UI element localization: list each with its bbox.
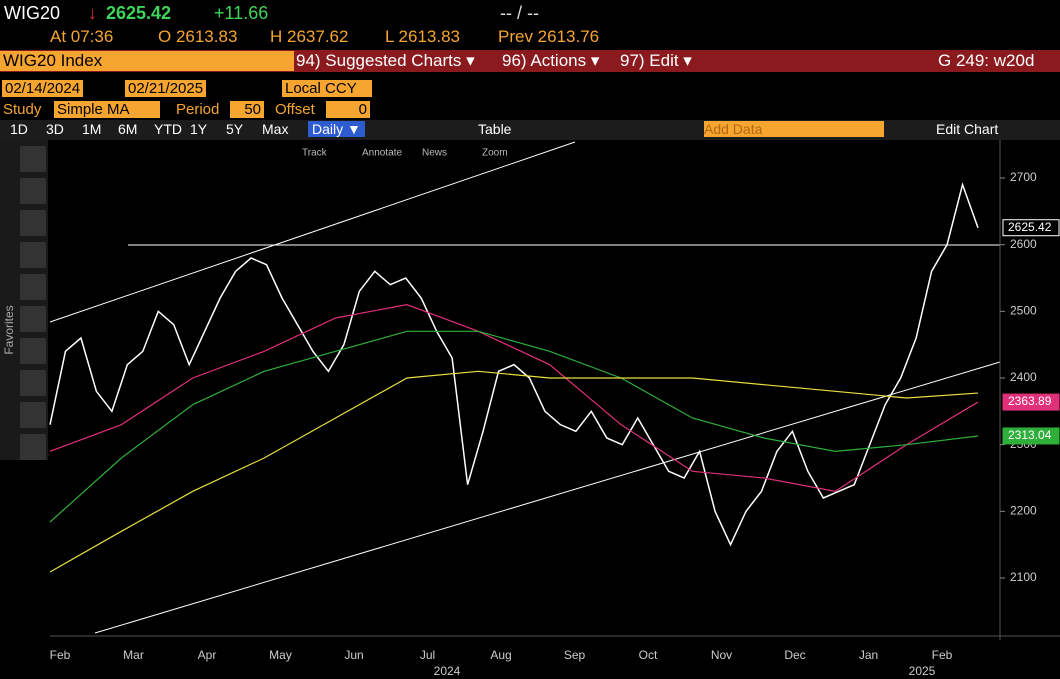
year-label: 2024 [434, 664, 461, 678]
ticker: WIG20 [4, 3, 61, 23]
moving-average [49, 304, 979, 492]
text-tool[interactable] [20, 242, 46, 268]
chart-tool[interactable]: Track [302, 148, 328, 159]
low: L 2613.83 [385, 27, 460, 46]
x-tick-label: Sep [564, 648, 586, 662]
open: O 2613.83 [158, 27, 238, 46]
last: 2625.42 [106, 3, 172, 23]
security[interactable]: WIG20 Index [0, 51, 294, 71]
study[interactable]: Simple MA [54, 101, 160, 118]
fib-tool[interactable] [20, 274, 46, 300]
pointer-tool[interactable] [20, 146, 46, 172]
price-line [49, 182, 979, 547]
chart: Favorites Track Annotate News Zoom 2100 2200 2… [0, 140, 1060, 678]
range-button[interactable]: 1M [82, 121, 102, 137]
x-tick-label: Aug [490, 648, 511, 662]
offset-label: Offset [275, 101, 315, 118]
bid-ask: -- / -- [500, 3, 539, 23]
area-tool[interactable] [20, 434, 46, 460]
y-tick-label: 2600 [1010, 237, 1037, 251]
end-date[interactable]: 02/21/2025 [125, 80, 207, 97]
y-tick-label: 2500 [1010, 304, 1037, 318]
arrow: ↓ [88, 3, 97, 23]
x-tick-label: Oct [639, 648, 658, 662]
add-data[interactable]: Add Data [704, 121, 884, 137]
table[interactable]: Table [478, 121, 512, 137]
moving-average [49, 330, 979, 523]
range-button[interactable]: 3D [46, 121, 64, 137]
suggested[interactable]: 94) Suggested Charts ▾ [296, 51, 475, 70]
period-label: Period [176, 101, 220, 118]
range-button[interactable]: YTD [154, 121, 182, 137]
x-tick-label: May [269, 648, 292, 662]
frequency[interactable]: Daily ▼ [308, 121, 365, 137]
rect-tool[interactable] [20, 306, 46, 332]
start-date[interactable]: 02/14/2024 [2, 80, 84, 97]
high: H 2637.62 [270, 27, 349, 46]
currency[interactable]: Local CCY [282, 80, 372, 97]
price-tag [1002, 219, 1060, 237]
study-label: Study [3, 101, 42, 118]
actions[interactable]: 96) Actions ▾ [502, 51, 600, 70]
x-tick-label: Feb [50, 648, 71, 662]
range-button[interactable]: Max [262, 121, 289, 137]
ray-tool[interactable] [20, 402, 46, 428]
x-tick-label: Nov [711, 648, 732, 662]
price-tag-label: 2625.42 [1008, 220, 1052, 234]
favorites: Favorites [2, 305, 16, 354]
lower-channel [94, 361, 1001, 634]
edit-chart[interactable]: Edit Chart [936, 121, 999, 137]
page-code: G 249: w20d [938, 51, 1035, 70]
y-tick-label: 2100 [1010, 570, 1037, 584]
year-label: 2025 [909, 664, 936, 678]
upper-channel [49, 141, 576, 323]
chart-tool[interactable]: Zoom [482, 148, 508, 159]
range-button[interactable]: 1D [10, 121, 28, 137]
channel-tool[interactable] [20, 370, 46, 396]
toolbar: Daily ▼ Table Add Data Edit Chart 1D 3D 1M… [0, 120, 1060, 140]
x-tick-label: Jun [344, 648, 363, 662]
y-tick-label: 2400 [1010, 370, 1037, 384]
offset[interactable]: 0 [326, 101, 370, 118]
chart-tool[interactable]: Annotate [362, 148, 402, 159]
price-tag [1002, 393, 1060, 411]
prev: Prev 2613.76 [498, 27, 600, 46]
change: +11.66 [214, 3, 269, 23]
range-button[interactable]: 1Y [190, 121, 208, 137]
x-tick-label: Feb [932, 648, 953, 662]
price-tag [1002, 427, 1060, 445]
x-tick-label: Mar [123, 648, 144, 662]
x-tick-label: Dec [784, 648, 805, 662]
price-tag-label: 2313.04 [1008, 428, 1052, 442]
y-tick-label: 2200 [1010, 504, 1037, 518]
time: At 07:36 [50, 27, 114, 46]
range-button[interactable]: 5Y [226, 121, 244, 137]
menu-bar: WIG20 Index 94) Suggested Charts ▾ 96) A… [0, 50, 1060, 72]
x-tick-label: Jan [859, 648, 878, 662]
y-tick-label: 2700 [1010, 170, 1037, 184]
draw-tool[interactable] [20, 178, 46, 204]
period[interactable]: 50 [230, 101, 264, 118]
trend-tool[interactable] [20, 338, 46, 364]
x-tick-label: Jul [420, 648, 435, 662]
line-tool[interactable] [20, 210, 46, 236]
chart-tool[interactable]: News [422, 148, 447, 159]
range-button[interactable]: 6M [118, 121, 138, 137]
moving-average [49, 370, 979, 573]
x-tick-label: Apr [198, 648, 217, 662]
edit[interactable]: 97) Edit ▾ [620, 51, 692, 70]
price-tag-label: 2363.89 [1008, 394, 1052, 408]
